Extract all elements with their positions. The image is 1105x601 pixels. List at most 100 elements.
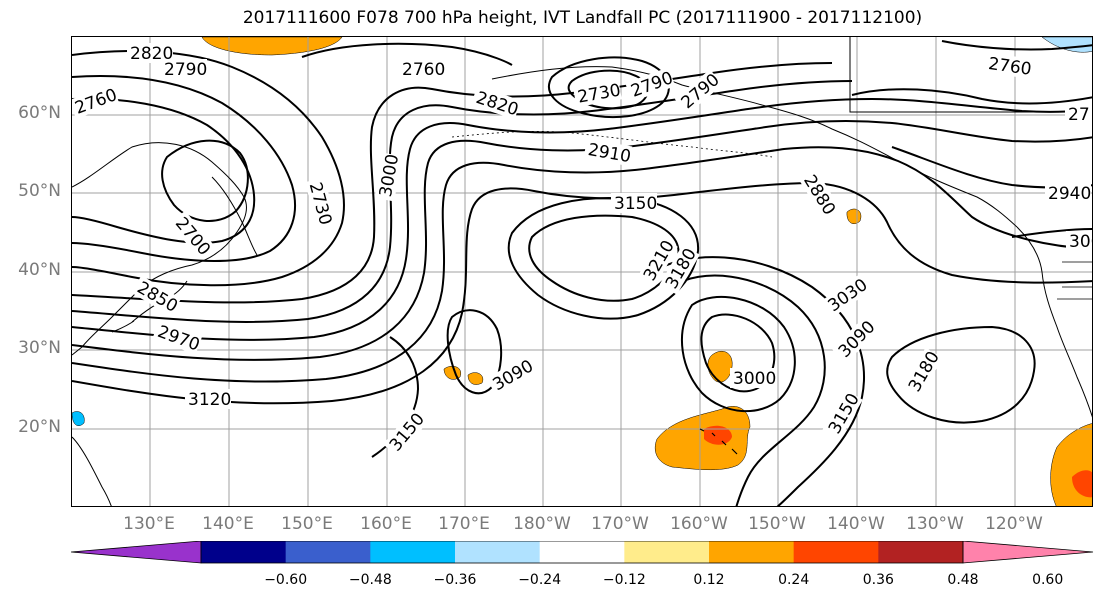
- lat-label: 40°N: [18, 260, 61, 280]
- contour-label: 3090: [486, 355, 537, 396]
- shade-blue-ne: [1041, 37, 1092, 53]
- coast-asia: [72, 142, 247, 356]
- colorbar-segment: [370, 541, 456, 563]
- lon-label: 120°W: [985, 514, 1043, 534]
- lon-label: 150°W: [748, 514, 806, 534]
- colorbar-tick-label: 0.48: [947, 572, 979, 588]
- contour-label: 3000: [730, 368, 776, 389]
- lon-label: 180°W: [513, 514, 571, 534]
- contour-label: 2910: [583, 138, 632, 167]
- map-panel: 2820 2790 2760 2760 2760 2820 2730 2790 2790 2910…: [71, 36, 1093, 507]
- contour-label: 3150: [383, 409, 429, 458]
- svg-text:3120: 3120: [188, 390, 231, 410]
- colorbar-tick-label: −0.60: [264, 572, 308, 588]
- colorbar-segment: [455, 541, 541, 563]
- svg-text:2910: 2910: [586, 140, 632, 167]
- colorbar-extend-min: [71, 541, 202, 564]
- height-contours: [72, 40, 1092, 506]
- coast-na-west: [1016, 226, 1092, 418]
- svg-text:3090: 3090: [490, 356, 537, 395]
- svg-text:3150: 3150: [386, 409, 429, 455]
- coast-aleutians: [451, 130, 773, 158]
- shade-blob-hawaii-core: [704, 425, 732, 445]
- svg-text:3000: 3000: [733, 369, 776, 389]
- svg-text:2940: 2940: [1048, 184, 1091, 204]
- svg-text:3150: 3150: [825, 390, 864, 437]
- lat-label: 20°N: [18, 417, 61, 437]
- contour-label: 3030: [821, 274, 871, 318]
- svg-text:3060: 3060: [1069, 232, 1093, 252]
- svg-text:3000: 3000: [376, 153, 403, 199]
- lon-label: 130°E: [123, 514, 175, 534]
- contour-label: 3090: [831, 316, 879, 364]
- colorbar-extend-max: [962, 541, 1094, 564]
- lon-label: 140°E: [202, 514, 254, 534]
- colorbar: [71, 541, 1094, 564]
- svg-text:2730: 2730: [576, 80, 622, 107]
- shade-blob-hawaii: [654, 406, 751, 471]
- svg-text:2730: 2730: [305, 180, 336, 227]
- shade-blob-mid: [846, 208, 862, 224]
- shade-blob-se-core: [1072, 470, 1092, 498]
- shade-blob-hawaii-top: [707, 351, 733, 383]
- shade-blob-north: [201, 37, 343, 56]
- contour-label: 2790: [625, 67, 676, 102]
- lon-label: 170°W: [591, 514, 649, 534]
- lat-label: 50°N: [18, 181, 61, 201]
- colorbar-tick-label: −0.36: [433, 572, 477, 588]
- contour-label: 2760: [399, 59, 445, 80]
- svg-text:2790: 2790: [164, 60, 207, 80]
- colorbar-tick-label: −0.24: [518, 572, 562, 588]
- lon-label: 150°E: [281, 514, 333, 534]
- colorbar-tick-label: 0.24: [778, 572, 810, 588]
- svg-text:3180: 3180: [905, 348, 944, 395]
- colorbar-tick-label: −0.12: [602, 572, 646, 588]
- ivt-pc-shading: [72, 37, 1092, 506]
- coastlines: [72, 37, 1092, 506]
- contour-label: 3150: [611, 193, 657, 214]
- lon-label: 160°E: [360, 514, 412, 534]
- lon-label: 140°W: [827, 514, 885, 534]
- lat-label: 60°N: [18, 103, 61, 123]
- lat-label: 30°N: [18, 338, 61, 358]
- colorbar-segment: [709, 541, 795, 563]
- contour-label: 2790: [674, 69, 724, 115]
- contour-label: 27: [1065, 104, 1092, 125]
- coast-hawaii: [699, 428, 738, 455]
- svg-text:2880: 2880: [799, 172, 839, 219]
- colorbar-segment: [878, 541, 964, 563]
- colorbar-segment: [285, 541, 371, 563]
- border-canada: [849, 37, 1092, 113]
- colorbar-segment: [201, 541, 287, 563]
- colorbar-tick-label: −0.48: [348, 572, 392, 588]
- contour-label: 3150: [822, 389, 864, 440]
- contour-label: 2790: [161, 59, 207, 80]
- colorbar-segment: [624, 541, 710, 563]
- svg-text:2760: 2760: [987, 54, 1033, 80]
- svg-text:27: 27: [1068, 105, 1090, 125]
- colorbar-segment: [793, 541, 879, 563]
- lon-label: 170°E: [438, 514, 490, 534]
- contour-label: 3060: [1066, 231, 1093, 252]
- contour-label: 3000: [374, 153, 403, 202]
- lon-label: 160°W: [670, 514, 728, 534]
- lon-label: 130°W: [906, 514, 964, 534]
- border-us-mex: [1057, 261, 1092, 300]
- colorbar-tick-label: 0.60: [1032, 572, 1064, 588]
- contour-label: 3120: [185, 389, 231, 410]
- contour-label: 2940: [1045, 183, 1091, 204]
- svg-text:3150: 3150: [614, 194, 657, 214]
- colorbar-tick-label: 0.12: [693, 572, 725, 588]
- coast-china: [72, 436, 112, 506]
- svg-text:2760: 2760: [402, 60, 445, 80]
- colorbar-segment: [539, 541, 625, 563]
- shade-blob-subtropic-b: [467, 372, 484, 385]
- svg-text:2790: 2790: [628, 68, 675, 102]
- shade-blue-west: [72, 411, 85, 426]
- colorbar-tick-label: 0.36: [862, 572, 894, 588]
- contour-label: 2730: [305, 177, 337, 227]
- contour-label: 2880: [798, 168, 840, 219]
- svg-text:2760: 2760: [72, 85, 119, 119]
- contour-label: 3180: [902, 347, 944, 398]
